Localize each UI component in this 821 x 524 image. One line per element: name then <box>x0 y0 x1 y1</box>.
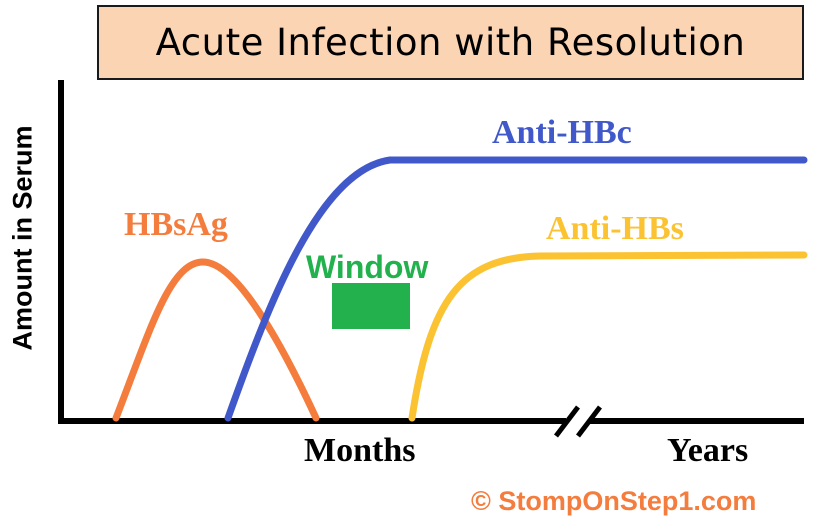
anti-hbc-curve <box>224 156 808 422</box>
hbsag-label: HBsAg <box>124 206 228 243</box>
anti-hbs-curve <box>408 251 808 422</box>
page-title: Acute Infection with Resolution <box>155 21 746 64</box>
x-axis-label-years: Years <box>667 432 749 469</box>
y-axis-label: Amount in Serum <box>7 125 38 351</box>
window-period-box <box>332 283 410 329</box>
window-label: Window <box>306 249 429 285</box>
copyright-link[interactable]: © StompOnStep1.com <box>471 486 757 516</box>
title-box: Acute Infection with Resolution <box>97 5 804 80</box>
axis-break-icon <box>554 405 602 438</box>
x-axis-label-months: Months <box>304 432 416 469</box>
anti-hbc-label: Anti-HBc <box>492 114 632 151</box>
anti-hbs-label: Anti-HBs <box>546 210 684 247</box>
hbsag-curve <box>112 258 320 422</box>
